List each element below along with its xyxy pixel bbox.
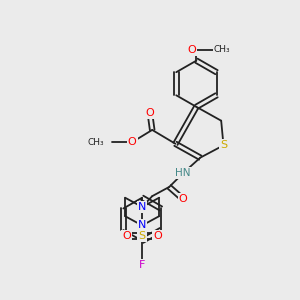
Text: O: O bbox=[122, 231, 131, 241]
Text: O: O bbox=[179, 194, 188, 204]
Text: O: O bbox=[153, 231, 162, 241]
Text: CH₃: CH₃ bbox=[214, 45, 230, 54]
Text: CH₃: CH₃ bbox=[88, 138, 104, 147]
Text: O: O bbox=[146, 108, 154, 118]
Text: O: O bbox=[187, 45, 196, 55]
Text: HN: HN bbox=[176, 168, 191, 178]
Text: N: N bbox=[138, 220, 146, 230]
Text: O: O bbox=[128, 137, 136, 147]
Text: F: F bbox=[139, 260, 145, 271]
Text: S: S bbox=[220, 140, 227, 150]
Text: S: S bbox=[139, 231, 146, 241]
Text: N: N bbox=[138, 202, 146, 212]
